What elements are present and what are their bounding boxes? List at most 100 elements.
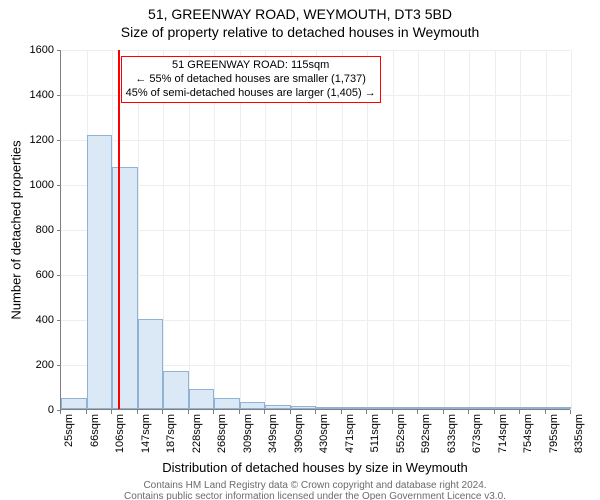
x-tick <box>213 410 214 414</box>
histogram-bar <box>163 371 189 409</box>
y-tick-label: 1000 <box>4 179 54 191</box>
histogram-bar <box>444 407 470 409</box>
histogram-bar <box>240 402 266 409</box>
histogram-bar <box>495 407 521 409</box>
x-tick <box>443 410 444 414</box>
y-tick <box>57 320 61 321</box>
x-tick <box>188 410 189 414</box>
x-tick <box>162 410 163 414</box>
y-tick-label: 400 <box>4 314 54 326</box>
footer-attribution: Contains HM Land Registry data © Crown c… <box>60 480 570 500</box>
histogram-bar <box>367 407 393 409</box>
y-tick-label: 600 <box>4 269 54 281</box>
x-tick-label: 187sqm <box>165 414 177 474</box>
x-tick <box>264 410 265 414</box>
y-tick-label: 800 <box>4 224 54 236</box>
y-tick <box>57 365 61 366</box>
y-tick <box>57 50 61 51</box>
y-tick <box>57 140 61 141</box>
histogram-bar <box>469 407 495 409</box>
x-tick-label: 795sqm <box>548 414 560 474</box>
histogram-bar <box>316 407 342 409</box>
x-tick-label: 106sqm <box>114 414 126 474</box>
gridline-v <box>393 50 394 409</box>
x-tick-label: 511sqm <box>369 414 381 474</box>
histogram-bar <box>87 135 113 410</box>
page-title: 51, GREENWAY ROAD, WEYMOUTH, DT3 5BD <box>0 6 600 22</box>
x-tick <box>341 410 342 414</box>
gridline-v <box>367 50 368 409</box>
y-tick-label: 0 <box>4 404 54 416</box>
gridline-v <box>189 50 190 409</box>
x-tick-label: 309sqm <box>242 414 254 474</box>
x-tick <box>315 410 316 414</box>
y-tick <box>57 275 61 276</box>
gridline-v <box>546 50 547 409</box>
y-tick <box>57 185 61 186</box>
x-tick-label: 268sqm <box>216 414 228 474</box>
footer-line: Contains public sector information licen… <box>124 491 506 500</box>
y-tick-label: 1400 <box>4 89 54 101</box>
histogram-bar <box>138 319 164 409</box>
gridline-v <box>316 50 317 409</box>
reference-line <box>118 50 120 409</box>
x-tick-label: 228sqm <box>191 414 203 474</box>
histogram-bar <box>189 389 215 409</box>
x-tick <box>239 410 240 414</box>
x-tick-label: 592sqm <box>420 414 432 474</box>
y-tick <box>57 95 61 96</box>
x-tick <box>519 410 520 414</box>
histogram-bar <box>214 398 240 409</box>
y-tick <box>57 230 61 231</box>
footer-line: Contains HM Land Registry data © Crown c… <box>143 480 486 491</box>
gridline-v <box>571 50 572 409</box>
x-tick-label: 390sqm <box>293 414 305 474</box>
x-tick <box>290 410 291 414</box>
histogram-bar <box>418 407 444 409</box>
x-tick <box>494 410 495 414</box>
annotation-line: ← 55% of detached houses are smaller (1,… <box>126 73 376 87</box>
plot-area <box>60 50 570 410</box>
x-tick <box>137 410 138 414</box>
gridline-v <box>418 50 419 409</box>
x-tick-label: 471sqm <box>344 414 356 474</box>
histogram-bar <box>520 407 546 409</box>
gridline-v <box>214 50 215 409</box>
annotation-line: 45% of semi-detached houses are larger (… <box>126 87 376 101</box>
gridline-v <box>291 50 292 409</box>
gridline-v <box>469 50 470 409</box>
x-tick-label: 633sqm <box>446 414 458 474</box>
gridline-v <box>240 50 241 409</box>
x-tick <box>545 410 546 414</box>
histogram-bar <box>546 407 572 409</box>
gridline-v <box>495 50 496 409</box>
chart-page: { "titles": { "line1": "51, GREENWAY ROA… <box>0 0 600 500</box>
gridline-v <box>444 50 445 409</box>
x-tick <box>417 410 418 414</box>
histogram-bar <box>265 405 291 410</box>
histogram-bar <box>61 398 87 409</box>
y-tick-label: 1600 <box>4 44 54 56</box>
x-tick-label: 714sqm <box>497 414 509 474</box>
x-tick <box>366 410 367 414</box>
annotation-box: 51 GREENWAY ROAD: 115sqm ← 55% of detach… <box>121 56 381 103</box>
gridline-v <box>265 50 266 409</box>
x-tick-label: 25sqm <box>63 414 75 474</box>
gridline-v <box>520 50 521 409</box>
x-tick-label: 66sqm <box>89 414 101 474</box>
x-tick <box>111 410 112 414</box>
gridline-v <box>163 50 164 409</box>
x-tick-label: 147sqm <box>140 414 152 474</box>
gridline-v <box>342 50 343 409</box>
x-tick-label: 673sqm <box>471 414 483 474</box>
x-tick <box>60 410 61 414</box>
annotation-line: 51 GREENWAY ROAD: 115sqm <box>126 59 376 73</box>
histogram-bar <box>291 406 317 409</box>
x-tick <box>570 410 571 414</box>
y-tick-label: 200 <box>4 359 54 371</box>
y-tick-label: 1200 <box>4 134 54 146</box>
x-tick-label: 835sqm <box>573 414 585 474</box>
x-tick-label: 754sqm <box>522 414 534 474</box>
x-tick <box>468 410 469 414</box>
histogram-bar <box>393 407 419 409</box>
